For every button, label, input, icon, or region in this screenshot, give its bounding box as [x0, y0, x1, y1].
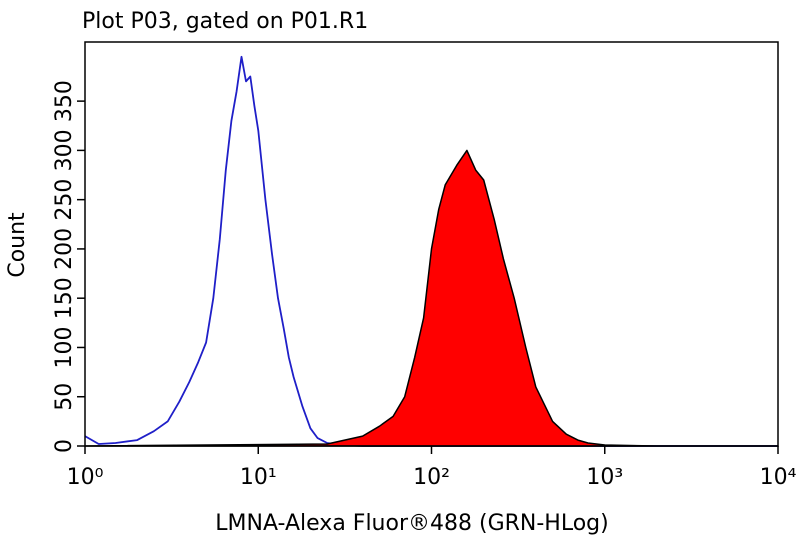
y-tick-label: 250 — [52, 179, 77, 221]
y-tick-label: 300 — [52, 129, 77, 171]
x-tick-label: 10² — [413, 465, 450, 490]
x-tick-label: 10¹ — [240, 465, 277, 490]
y-axis-label: Count — [5, 212, 30, 278]
histogram-area — [84, 149, 779, 447]
y-tick-label: 200 — [52, 228, 77, 270]
y-tick-label: 50 — [52, 383, 77, 411]
x-tick-label: 10⁰ — [67, 465, 104, 490]
x-tick-label: 10⁴ — [760, 465, 797, 490]
y-tick-label: 0 — [52, 439, 77, 453]
chart-title: Plot P03, gated on P01.R1 — [82, 9, 368, 34]
y-tick-label: 350 — [52, 80, 77, 122]
x-axis-label: LMNA-Alexa Fluor®488 (GRN-HLog) — [215, 511, 608, 536]
y-tick-label: 150 — [52, 277, 77, 319]
histogram-line — [84, 55, 778, 447]
x-tick-label: 10³ — [586, 465, 623, 490]
y-tick-label: 100 — [52, 326, 77, 368]
